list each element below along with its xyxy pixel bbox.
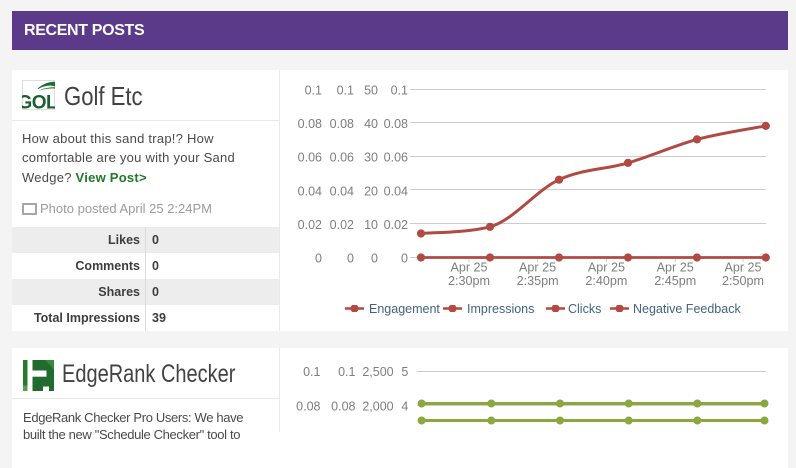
svg-text:40: 40 — [364, 117, 378, 131]
svg-text:2,500: 2,500 — [362, 365, 393, 379]
svg-text:Apr 25: Apr 25 — [588, 261, 625, 275]
svg-text:0.08: 0.08 — [330, 117, 354, 131]
svg-text:0.02: 0.02 — [330, 218, 354, 232]
svg-text:Apr 25: Apr 25 — [657, 261, 694, 275]
svg-text:0.04: 0.04 — [330, 184, 354, 198]
svg-text:2:50pm: 2:50pm — [722, 274, 764, 288]
svg-text:2:30pm: 2:30pm — [448, 274, 490, 288]
svg-text:10: 10 — [364, 218, 378, 232]
svg-text:Apr 25: Apr 25 — [724, 261, 761, 275]
svg-text:0: 0 — [371, 252, 378, 266]
svg-text:0.1: 0.1 — [305, 84, 322, 98]
svg-text:0.08: 0.08 — [331, 400, 355, 414]
svg-text:2:40pm: 2:40pm — [585, 274, 627, 288]
svg-text:5: 5 — [401, 365, 408, 379]
svg-text:0.02: 0.02 — [384, 218, 408, 232]
svg-text:0.1: 0.1 — [338, 365, 355, 379]
svg-text:0.06: 0.06 — [330, 151, 354, 165]
svg-text:0: 0 — [347, 252, 354, 266]
svg-text:GOL: GOL — [22, 93, 55, 111]
svg-text:0.1: 0.1 — [391, 84, 408, 98]
svg-text:0: 0 — [315, 252, 322, 266]
svg-text:0.1: 0.1 — [337, 84, 354, 98]
svg-text:0.02: 0.02 — [298, 218, 322, 232]
svg-text:0.08: 0.08 — [296, 400, 320, 414]
svg-text:0.06: 0.06 — [384, 151, 408, 165]
svg-text:0.06: 0.06 — [298, 151, 322, 165]
svg-text:Apr 25: Apr 25 — [519, 261, 556, 275]
svg-text:2:35pm: 2:35pm — [517, 274, 559, 288]
svg-text:0.08: 0.08 — [298, 117, 322, 131]
svg-text:Apr 25: Apr 25 — [450, 261, 487, 275]
svg-text:20: 20 — [364, 184, 378, 198]
svg-text:50: 50 — [364, 84, 378, 98]
svg-text:0.1: 0.1 — [303, 365, 320, 379]
svg-text:30: 30 — [364, 151, 378, 165]
svg-text:0.08: 0.08 — [384, 117, 408, 131]
svg-text:2,000: 2,000 — [362, 400, 393, 414]
svg-text:4: 4 — [401, 400, 408, 414]
svg-text:2:45pm: 2:45pm — [654, 274, 696, 288]
svg-text:0.04: 0.04 — [384, 184, 408, 198]
svg-text:0.04: 0.04 — [298, 184, 322, 198]
svg-text:0: 0 — [401, 252, 408, 266]
